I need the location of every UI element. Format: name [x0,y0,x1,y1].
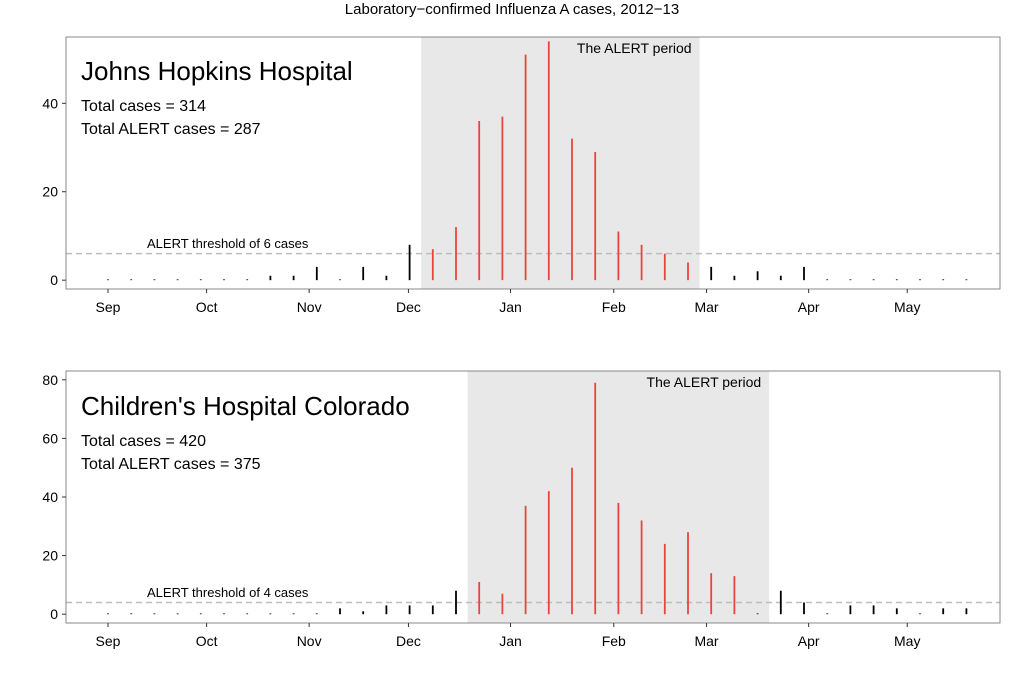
threshold-label: ALERT threshold of 6 cases [147,236,309,251]
y-tick-label: 0 [50,606,58,622]
x-tick-label: Apr [798,633,820,649]
x-tick-label: Dec [396,633,421,649]
x-tick-label: May [894,299,920,315]
total-cases-text: Total cases = 420 [81,433,206,450]
threshold-label: ALERT threshold of 4 cases [147,585,309,600]
x-tick-label: Sep [96,299,121,315]
y-tick-label: 40 [42,95,58,111]
x-tick-label: Jan [499,299,522,315]
y-tick-label: 20 [42,548,58,564]
panel-childrens-colorado: Children's Hospital Colorado Total cases… [42,370,1001,649]
panel-title: Johns Hopkins Hospital [81,56,353,86]
x-tick-label: Jan [499,633,522,649]
x-tick-label: Oct [196,633,218,649]
plot-frame [65,36,1001,290]
panel-title: Children's Hospital Colorado [81,391,410,421]
chart-title: Laboratory−confirmed Influenza A cases, … [345,1,679,18]
x-tick-label: Feb [602,299,626,315]
y-tick-label: 60 [42,430,58,446]
y-tick-label: 0 [50,272,58,288]
x-tick-label: Nov [297,299,322,315]
x-tick-label: Dec [396,299,421,315]
y-tick-label: 80 [42,372,58,388]
total-alert-cases-text: Total ALERT cases = 287 [81,121,261,138]
x-tick-label: Mar [694,299,718,315]
x-tick-label: Feb [602,633,626,649]
x-tick-label: Apr [798,299,820,315]
y-tick-label: 40 [42,489,58,505]
x-tick-label: Oct [196,299,218,315]
alert-period-label: The ALERT period [577,40,692,56]
total-alert-cases-text: Total ALERT cases = 375 [81,456,261,473]
y-tick-label: 20 [42,184,58,200]
alert-period-label: The ALERT period [647,374,762,390]
x-tick-label: Mar [694,633,718,649]
x-tick-label: Sep [96,633,121,649]
total-cases-text: Total cases = 314 [81,98,206,115]
panel-johns-hopkins: Johns Hopkins Hospital Total cases = 314… [42,36,1001,315]
x-tick-label: Nov [297,633,322,649]
x-tick-label: May [894,633,920,649]
alert-period-shade [421,37,700,289]
